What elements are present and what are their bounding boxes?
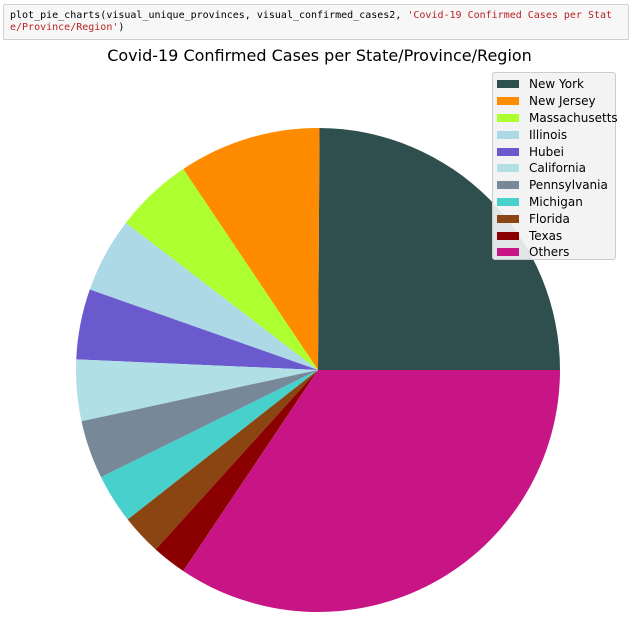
pie-slice-illinois [89,222,318,370]
pie-slice-pennsylvania [81,370,318,478]
legend-swatch [497,197,519,206]
legend-label: Michigan [529,194,583,209]
legend-item: New Jersey [497,93,615,110]
legend-label: Others [529,245,570,260]
legend-item: Michigan [497,194,615,211]
pie-slice-florida [127,370,318,550]
legend-item: Massachusetts [497,110,618,127]
legend-swatch [497,113,519,122]
legend-label: Texas [529,228,563,243]
legend-label: Hubei [529,144,564,159]
pie-slice-new-york [318,128,560,370]
pie-slice-texas [155,370,318,571]
legend-label: Florida [529,211,570,226]
legend-item: New York [497,76,615,93]
legend-item: Others [497,244,615,261]
legend-label: New Jersey [529,94,596,109]
legend-swatch [497,214,519,223]
code-cell[interactable]: plot_pie_charts(visual_unique_provinces,… [3,4,629,40]
legend-item: California [497,160,615,177]
legend-item: Texas [497,227,615,244]
chart-title: Covid-19 Confirmed Cases per State/Provi… [107,46,532,65]
pie-slice-michigan [101,370,318,520]
pie-slice-hubei [76,289,318,370]
pie-slice-massachusetts [125,169,318,370]
legend-swatch [497,231,519,240]
legend-swatch [497,80,519,89]
code-call: plot_pie_charts(visual_unique_provinces,… [10,10,408,21]
chart-legend: New York New Jersey Massachusetts Illinois H… [492,72,618,261]
code-close-paren: ) [118,22,125,33]
legend-item: Pennsylvania [497,177,615,194]
legend-item: Hubei [497,143,615,160]
pie-slice-new-jersey [183,127,320,370]
legend-label: California [529,161,586,176]
legend-swatch [497,181,519,190]
pie-slice-california [75,359,319,422]
legend-swatch [497,97,519,106]
code-string-arg: 'Covid-19 Confirmed Cases per State/Prov… [10,10,613,33]
legend-label: Massachusetts [529,110,618,125]
legend-swatch [497,147,519,156]
legend-item: Florida [497,210,615,227]
legend-swatch [497,130,519,139]
legend-label: New York [529,77,584,92]
legend-label: Illinois [529,127,568,142]
pie-slice-others [183,370,561,612]
legend-swatch [497,248,519,257]
legend-label: Pennsylvania [529,178,608,193]
legend-item: Illinois [497,126,615,143]
legend-swatch [497,164,519,173]
